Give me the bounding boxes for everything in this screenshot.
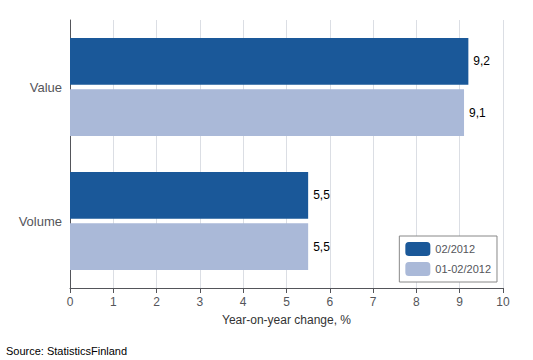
- svg-text:9,2: 9,2: [473, 54, 490, 68]
- svg-text:9,1: 9,1: [469, 106, 486, 120]
- svg-text:0: 0: [67, 295, 74, 309]
- svg-text:7: 7: [370, 295, 377, 309]
- svg-text:3: 3: [197, 295, 204, 309]
- svg-text:8: 8: [413, 295, 420, 309]
- svg-text:Year-on-year change, %: Year-on-year change, %: [222, 313, 351, 327]
- svg-text:1: 1: [110, 295, 117, 309]
- svg-text:5,5: 5,5: [313, 188, 330, 202]
- svg-text:01-02/2012: 01-02/2012: [435, 263, 491, 275]
- svg-text:02/2012: 02/2012: [435, 243, 475, 255]
- svg-text:10: 10: [496, 295, 510, 309]
- svg-text:Volume: Volume: [19, 214, 62, 229]
- svg-text:6: 6: [326, 295, 333, 309]
- svg-text:2: 2: [153, 295, 160, 309]
- svg-text:Source: StatisticsFinland: Source: StatisticsFinland: [6, 345, 127, 357]
- svg-text:4: 4: [240, 295, 247, 309]
- svg-text:9: 9: [456, 295, 463, 309]
- svg-text:Value: Value: [30, 80, 62, 95]
- svg-text:5,5: 5,5: [313, 240, 330, 254]
- svg-text:5: 5: [283, 295, 290, 309]
